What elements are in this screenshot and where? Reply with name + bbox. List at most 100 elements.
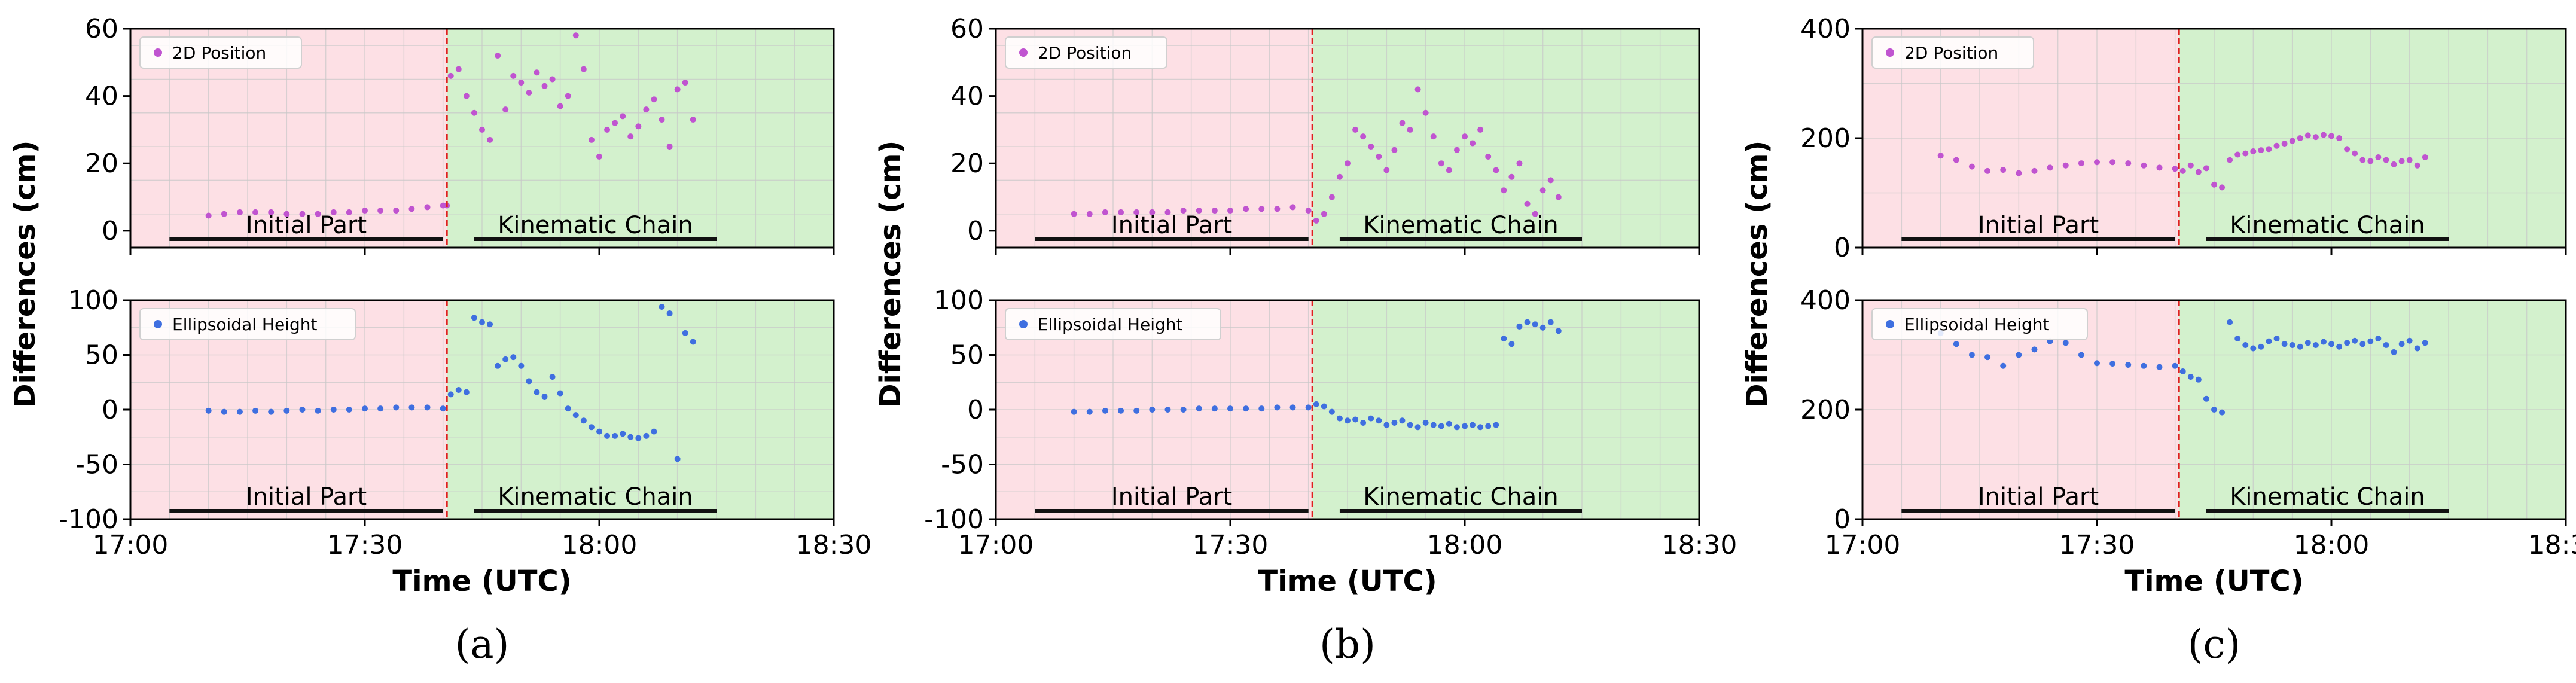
data-point	[2375, 154, 2382, 161]
data-point	[2367, 158, 2374, 164]
data-point	[1539, 187, 1546, 194]
x-tick-label: 17:00	[93, 530, 169, 560]
legend: 2D Position	[139, 36, 302, 69]
data-point	[2187, 374, 2194, 380]
data-point	[377, 208, 384, 214]
data-point	[1211, 208, 1218, 214]
legend-box	[1005, 36, 1167, 69]
data-point	[1485, 153, 1492, 160]
data-point	[495, 53, 501, 59]
data-point	[1211, 405, 1218, 412]
data-point	[2289, 138, 2295, 144]
y-tick-label: 100	[68, 285, 118, 316]
x-tick-label: 18:00	[1427, 530, 1503, 560]
data-point	[487, 321, 493, 328]
data-point	[2062, 162, 2069, 169]
data-point	[2344, 146, 2351, 153]
data-point	[549, 76, 556, 83]
data-point	[620, 113, 626, 120]
y-tick-label: 400	[1800, 14, 1851, 44]
data-point	[2078, 160, 2084, 167]
data-point	[471, 315, 477, 321]
data-point	[1485, 423, 1492, 429]
data-point	[2125, 160, 2132, 167]
data-point	[1243, 405, 1249, 412]
data-point	[1501, 336, 1507, 342]
data-point	[2414, 345, 2420, 352]
data-point	[2359, 157, 2366, 163]
x-tick-label: 18:30	[1662, 530, 1737, 560]
data-point	[2227, 319, 2233, 325]
data-point	[1477, 126, 1484, 133]
data-point	[2195, 169, 2202, 175]
data-point	[299, 407, 306, 413]
data-point	[1953, 341, 1959, 347]
data-point	[1227, 208, 1233, 214]
data-point	[2211, 407, 2217, 413]
data-point	[2273, 142, 2280, 149]
initial-part-label: Initial Part	[1978, 212, 2099, 239]
legend-marker	[1886, 320, 1894, 328]
legend-marker	[1886, 48, 1894, 57]
data-point	[580, 417, 587, 424]
data-point	[2344, 340, 2351, 346]
data-point	[604, 432, 611, 439]
data-point	[2398, 341, 2405, 347]
y-tick-label: 50	[85, 340, 118, 371]
data-point	[1227, 405, 1233, 412]
data-point	[1258, 405, 1265, 412]
data-point	[1133, 407, 1140, 414]
data-point	[1968, 352, 1975, 358]
data-point	[2328, 341, 2334, 347]
data-point	[424, 204, 431, 211]
legend-label: 2D Position	[1904, 43, 1998, 63]
data-point	[1360, 133, 1367, 140]
data-point	[1376, 417, 1382, 424]
y-tick-label: 400	[1800, 285, 1851, 316]
data-point	[1516, 323, 1523, 330]
data-point	[1368, 144, 1374, 150]
data-point	[1368, 415, 1374, 422]
data-point	[1493, 167, 1499, 173]
kinematic-chain-label: Kinematic Chain	[2230, 212, 2425, 239]
initial-part-label: Initial Part	[1111, 483, 1232, 511]
y-tick-label: 60	[85, 14, 118, 44]
data-point	[518, 362, 525, 369]
data-point	[1462, 133, 1468, 140]
panel-label: (b)	[1319, 621, 1376, 667]
data-point	[690, 339, 696, 345]
data-point	[612, 120, 618, 126]
data-point	[2094, 159, 2100, 166]
data-point	[1164, 209, 1171, 215]
data-point	[2031, 167, 2038, 174]
data-point	[1289, 404, 1296, 411]
data-point	[1243, 206, 1249, 212]
data-point	[2234, 151, 2241, 158]
data-point	[2156, 364, 2163, 370]
data-point	[2406, 157, 2413, 163]
x-tick-label: 17:30	[1193, 530, 1269, 560]
data-point	[1086, 211, 1093, 217]
data-point	[1305, 404, 1312, 411]
data-point	[2383, 342, 2389, 349]
data-point	[1937, 153, 1944, 159]
data-point	[2266, 146, 2272, 153]
data-point	[1352, 126, 1359, 133]
legend-box	[1871, 308, 2088, 340]
initial-part-label: Initial Part	[1978, 483, 2099, 511]
data-point	[1102, 209, 1108, 215]
data-point	[596, 428, 602, 435]
data-point	[2219, 409, 2226, 416]
data-point	[1321, 403, 1327, 410]
data-point	[424, 404, 431, 411]
data-point	[1196, 405, 1202, 412]
data-point	[2289, 342, 2295, 349]
data-point	[1438, 160, 1444, 167]
data-point	[2047, 164, 2053, 171]
data-point	[2328, 133, 2334, 139]
data-point	[666, 310, 673, 316]
data-point	[1453, 424, 1460, 431]
x-tick-label: 17:00	[958, 530, 1034, 560]
data-point	[2156, 164, 2163, 171]
data-point	[1071, 211, 1077, 217]
